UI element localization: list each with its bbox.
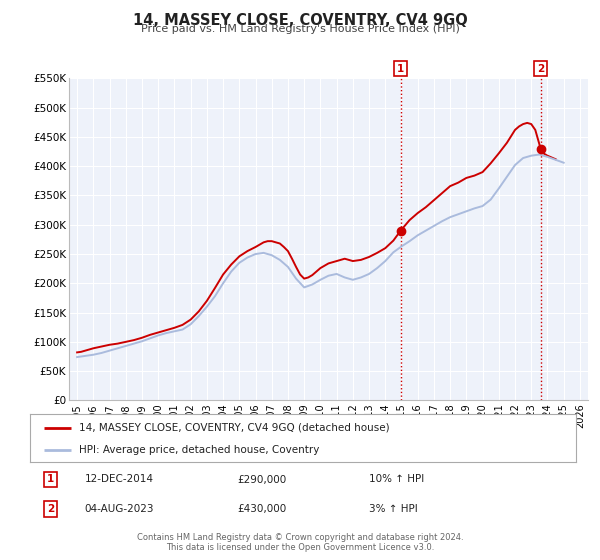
Text: 10% ↑ HPI: 10% ↑ HPI [368,474,424,484]
Text: 3% ↑ HPI: 3% ↑ HPI [368,504,417,514]
Text: 14, MASSEY CLOSE, COVENTRY, CV4 9GQ (detached house): 14, MASSEY CLOSE, COVENTRY, CV4 9GQ (det… [79,423,390,433]
Text: £290,000: £290,000 [238,474,287,484]
Text: 14, MASSEY CLOSE, COVENTRY, CV4 9GQ: 14, MASSEY CLOSE, COVENTRY, CV4 9GQ [133,13,467,28]
Text: £430,000: £430,000 [238,504,287,514]
Text: This data is licensed under the Open Government Licence v3.0.: This data is licensed under the Open Gov… [166,543,434,552]
Text: 12-DEC-2014: 12-DEC-2014 [85,474,154,484]
Text: 2: 2 [537,64,544,73]
Text: Contains HM Land Registry data © Crown copyright and database right 2024.: Contains HM Land Registry data © Crown c… [137,533,463,542]
Text: 2: 2 [47,504,55,514]
Text: 04-AUG-2023: 04-AUG-2023 [85,504,154,514]
Text: 1: 1 [47,474,55,484]
Text: 1: 1 [397,64,404,73]
Text: Price paid vs. HM Land Registry's House Price Index (HPI): Price paid vs. HM Land Registry's House … [140,24,460,34]
Text: HPI: Average price, detached house, Coventry: HPI: Average price, detached house, Cove… [79,445,320,455]
